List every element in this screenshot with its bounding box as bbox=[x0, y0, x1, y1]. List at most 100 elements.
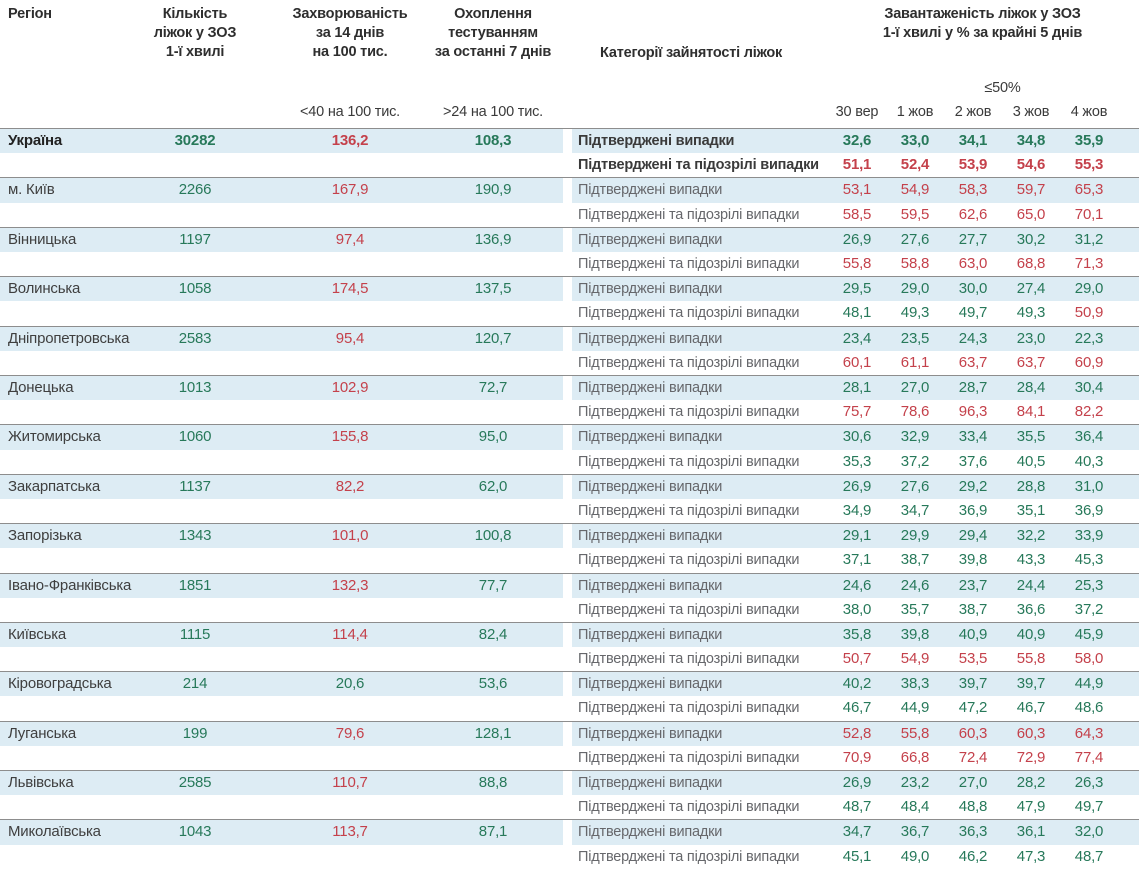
testing-value: 62,0 bbox=[478, 477, 508, 495]
confirmed-occupancy-values: 30,6 32,9 33,4 35,5 36,4 bbox=[828, 425, 1118, 449]
occupancy-value: 38,3 bbox=[900, 675, 930, 693]
table-body: Україна 30282 136,2 108,3 Підтверджені в… bbox=[0, 128, 1139, 869]
suspected-cases-row: Підтверджені та підозрілі випадки 38,0 3… bbox=[572, 597, 1139, 622]
occupancy-value: 49,7 bbox=[958, 304, 988, 322]
suspected-cases-row: Підтверджені та підозрілі випадки 37,1 3… bbox=[572, 548, 1139, 573]
confirmed-cases-row: Підтверджені випадки 23,4 23,5 24,3 23,0… bbox=[572, 326, 1139, 351]
occupancy-value: 36,9 bbox=[958, 501, 988, 519]
incidence-value: 136,2 bbox=[331, 132, 369, 149]
header-beds: Кількість ліжок у ЗОЗ 1-ї хвилі bbox=[153, 6, 237, 60]
occupancy-value: 44,9 bbox=[900, 699, 930, 717]
confirmed-cases-row: Підтверджені випадки 26,9 23,2 27,0 28,2… bbox=[572, 771, 1139, 796]
occupancy-value: 43,3 bbox=[1016, 551, 1046, 569]
region-summary-band: Дніпропетровська 2583 95,4 120,7 bbox=[0, 326, 563, 351]
incidence-value: 167,9 bbox=[331, 181, 369, 199]
region-summary-band: Луганська 199 79,6 128,1 bbox=[0, 721, 563, 746]
confirmed-cases-row: Підтверджені випадки 30,6 32,9 33,4 35,5… bbox=[572, 425, 1139, 450]
occupancy-value: 48,7 bbox=[842, 798, 872, 816]
confirmed-occupancy-values: 53,1 54,9 58,3 59,7 65,3 bbox=[828, 178, 1118, 202]
header-categories: Категорії зайнятості ліжок bbox=[600, 45, 783, 61]
suspected-occupancy-values: 58,5 59,5 62,6 65,0 70,1 bbox=[828, 203, 1118, 227]
confirmed-cases-label: Підтверджені випадки bbox=[578, 775, 723, 792]
occupancy-value: 61,1 bbox=[900, 353, 930, 371]
occupancy-value: 47,3 bbox=[1016, 847, 1046, 865]
occupancy-value: 23,5 bbox=[900, 329, 930, 347]
region-summary-band: Львівська 2585 110,7 88,8 bbox=[0, 771, 563, 796]
occupancy-value: 34,9 bbox=[842, 501, 872, 519]
confirmed-cases-row: Підтверджені випадки 26,9 27,6 29,2 28,8… bbox=[572, 474, 1139, 499]
occupancy-value: 64,3 bbox=[1074, 724, 1104, 742]
region-row-block: Закарпатська 1137 82,2 62,0 Підтверджені… bbox=[0, 473, 1139, 524]
occupancy-value: 72,4 bbox=[958, 748, 988, 766]
region-summary-band: Україна 30282 136,2 108,3 bbox=[0, 129, 563, 154]
occupancy-value: 34,7 bbox=[842, 823, 872, 841]
incidence-value: 113,7 bbox=[332, 823, 368, 841]
occupancy-value: 29,1 bbox=[842, 527, 872, 545]
occupancy-value: 31,0 bbox=[1074, 477, 1104, 495]
occupancy-value: 54,9 bbox=[900, 650, 930, 668]
confirmed-cases-row: Підтверджені випадки 53,1 54,9 58,3 59,7… bbox=[572, 178, 1139, 203]
region-row-block: Україна 30282 136,2 108,3 Підтверджені в… bbox=[0, 128, 1139, 178]
occupancy-value: 37,6 bbox=[958, 452, 988, 470]
occupancy-value: 72,9 bbox=[1016, 748, 1046, 766]
occupancy-value: 53,5 bbox=[958, 650, 988, 668]
suspected-cases-row: Підтверджені та підозрілі випадки 60,1 6… bbox=[572, 350, 1139, 375]
occupancy-value: 36,9 bbox=[1074, 501, 1104, 519]
suspected-cases-label: Підтверджені та підозрілі випадки bbox=[578, 552, 800, 569]
occupancy-value: 23,7 bbox=[958, 576, 988, 594]
occupancy-value: 33,4 bbox=[958, 428, 988, 446]
occupancy-value: 63,7 bbox=[1016, 353, 1046, 371]
occupancy-value: 34,1 bbox=[958, 132, 988, 149]
occupancy-value: 24,6 bbox=[842, 576, 872, 594]
occupancy-value: 50,7 bbox=[842, 650, 872, 668]
suspected-occupancy-values: 38,0 35,7 38,7 36,6 37,2 bbox=[828, 598, 1118, 622]
occupancy-value: 60,3 bbox=[1016, 724, 1046, 742]
beds-count: 199 bbox=[182, 724, 208, 742]
occupancy-value: 62,6 bbox=[958, 205, 988, 223]
occupancy-value: 63,7 bbox=[958, 353, 988, 371]
suspected-cases-label: Підтверджені та підозрілі випадки bbox=[578, 305, 800, 322]
occupancy-value: 36,4 bbox=[1074, 428, 1104, 446]
confirmed-cases-row: Підтверджені випадки 32,6 33,0 34,1 34,8… bbox=[572, 129, 1139, 154]
region-name: Дніпропетровська bbox=[8, 329, 130, 347]
occupancy-value: 36,7 bbox=[900, 823, 930, 841]
suspected-cases-label: Підтверджені та підозрілі випадки bbox=[578, 255, 800, 272]
occupancy-value: 30,2 bbox=[1016, 230, 1046, 248]
region-row-block: Волинська 1058 174,5 137,5 Підтверджені … bbox=[0, 276, 1139, 326]
occupancy-value: 51,1 bbox=[842, 156, 872, 174]
beds-count: 1043 bbox=[178, 823, 212, 841]
confirmed-cases-label: Підтверджені випадки bbox=[578, 676, 723, 693]
suspected-cases-label: Підтверджені та підозрілі випадки bbox=[578, 601, 800, 618]
date-column-label: 3 жов bbox=[1012, 104, 1050, 120]
suspected-cases-label: Підтверджені та підозрілі випадки bbox=[578, 354, 800, 371]
suspected-occupancy-values: 51,1 52,4 53,9 54,6 55,3 bbox=[828, 153, 1118, 177]
suspected-cases-label: Підтверджені та підозрілі випадки bbox=[578, 453, 800, 470]
suspected-cases-row: Підтверджені та підозрілі випадки 58,5 5… bbox=[572, 202, 1139, 227]
suspected-occupancy-values: 45,1 49,0 46,2 47,3 48,7 bbox=[828, 845, 1118, 869]
beds-count: 1013 bbox=[178, 378, 212, 396]
confirmed-cases-row: Підтверджені випадки 40,2 38,3 39,7 39,7… bbox=[572, 672, 1139, 697]
occupancy-value: 28,4 bbox=[1016, 378, 1046, 396]
region-row-block: Львівська 2585 110,7 88,8 Підтверджені в… bbox=[0, 770, 1139, 820]
occupancy-value: 30,6 bbox=[842, 428, 872, 446]
confirmed-cases-row: Підтверджені випадки 24,6 24,6 23,7 24,4… bbox=[572, 573, 1139, 598]
occupancy-value: 25,3 bbox=[1074, 576, 1104, 594]
occupancy-value: 58,0 bbox=[1074, 650, 1104, 668]
suspected-cases-row: Підтверджені та підозрілі випадки 55,8 5… bbox=[572, 251, 1139, 277]
confirmed-occupancy-values: 28,1 27,0 28,7 28,4 30,4 bbox=[828, 376, 1118, 400]
region-summary-band: Київська 1115 114,4 82,4 bbox=[0, 622, 563, 648]
region-name: Донецька bbox=[8, 378, 74, 396]
occupancy-value: 55,8 bbox=[900, 724, 930, 742]
occupancy-value: 26,9 bbox=[842, 230, 872, 248]
confirmed-occupancy-values: 26,9 23,2 27,0 28,2 26,3 bbox=[828, 771, 1118, 795]
occupancy-value: 28,2 bbox=[1016, 774, 1046, 792]
region-row-block: Житомирська 1060 155,8 95,0 Підтверджені… bbox=[0, 424, 1139, 474]
date-columns: 30 вер 1 жов 2 жов 3 жов 4 жов bbox=[828, 104, 1118, 120]
occupancy-value: 39,7 bbox=[958, 675, 988, 693]
occupancy-value: 47,2 bbox=[958, 699, 988, 717]
occupancy-value: 58,8 bbox=[900, 254, 930, 272]
incidence-value: 155,8 bbox=[331, 428, 369, 446]
occupancy-value: 33,0 bbox=[900, 132, 930, 149]
incidence-norm-label: <40 на 100 тис. bbox=[300, 104, 400, 120]
suspected-cases-row: Підтверджені та підозрілі випадки 70,9 6… bbox=[572, 745, 1139, 771]
